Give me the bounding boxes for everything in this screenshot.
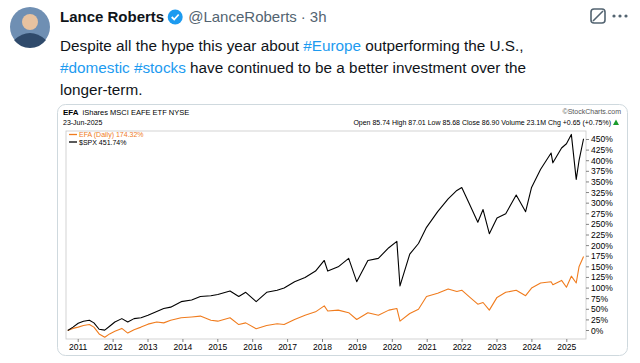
- y-tick-label: 400%: [591, 156, 613, 166]
- x-tick-label: 2024: [522, 342, 541, 352]
- y-tick: [586, 213, 589, 214]
- y-tick: [586, 181, 589, 182]
- x-tick-label: 2017: [278, 342, 297, 352]
- x-tick-label: 2021: [418, 342, 437, 352]
- y-tick: [586, 288, 589, 289]
- y-tick-label: 450%: [591, 134, 613, 144]
- chart-date: 23-Jun-2025: [63, 119, 102, 126]
- post-text: have continued to be a better investment…: [186, 59, 526, 76]
- post-text-line: longer-term.: [60, 81, 142, 98]
- stage: Lance Roberts @LanceRoberts·3h Despite all…: [0, 0, 640, 363]
- y-tick: [586, 330, 589, 331]
- y-tick: [586, 192, 589, 193]
- menu-dot: [612, 14, 615, 17]
- menu-dot: [624, 14, 627, 17]
- plot-area: [68, 134, 584, 337]
- y-tick: [586, 277, 589, 278]
- hashtag[interactable]: #stocks: [134, 59, 186, 76]
- y-tick: [586, 256, 589, 257]
- avatar: [10, 7, 50, 48]
- y-tick-label: 350%: [591, 177, 613, 187]
- chart-card: [58, 105, 628, 356]
- x-tick-label: 2022: [453, 342, 472, 352]
- y-tick: [586, 309, 589, 310]
- author-name: Lance Roberts: [60, 8, 164, 25]
- y-tick-label: 50%: [591, 304, 608, 314]
- y-tick-label: 275%: [591, 209, 613, 219]
- x-tick-label: 2013: [139, 342, 158, 352]
- y-tick: [586, 235, 589, 236]
- post-text-line: #domestic #stocks have continued to be a…: [60, 59, 526, 76]
- background: [0, 0, 640, 363]
- x-tick-label: 2025: [557, 342, 576, 352]
- series-line: [68, 257, 584, 338]
- x-tick-label: 2016: [243, 342, 262, 352]
- quote-line: Open 85.74 High 87.01 Low 85.68 Close 86…: [353, 119, 611, 127]
- x-tick-label: 2011: [69, 342, 88, 352]
- grok-slash: [593, 11, 603, 21]
- x-tick-label: 2018: [313, 342, 332, 352]
- y-tick-label: 425%: [591, 145, 613, 155]
- legend-swatch: [69, 134, 77, 135]
- x-tick-label: 2019: [348, 342, 367, 352]
- copyright: ©StockCharts.com: [563, 108, 622, 115]
- y-tick-label: 150%: [591, 262, 613, 272]
- post-text-line: Despite all the hype this year about #Eu…: [60, 37, 523, 54]
- legend-swatch: [69, 141, 77, 142]
- menu-dot: [618, 14, 621, 17]
- author-meta: @LanceRoberts·3h: [188, 8, 326, 25]
- x-tick-label: 2020: [383, 342, 402, 352]
- y-tick-label: 375%: [591, 166, 613, 176]
- y-tick-label: 75%: [591, 294, 608, 304]
- series-line: [68, 134, 584, 330]
- x-tick-label: 2023: [488, 342, 507, 352]
- meta-separator: ·: [301, 8, 306, 25]
- verified-badge: [168, 10, 183, 25]
- x-tick-label: 2012: [104, 342, 123, 352]
- x-tick-label: 2015: [208, 342, 227, 352]
- more-menu[interactable]: [612, 14, 627, 17]
- y-tick-label: 325%: [591, 188, 613, 198]
- avatar-head: [22, 14, 38, 30]
- y-tick-label: 300%: [591, 198, 613, 208]
- post-text: outperforming the U.S.,: [361, 37, 523, 54]
- y-tick-label: 175%: [591, 251, 613, 261]
- chart-title: EFA: [63, 108, 79, 117]
- plot-frame: [66, 131, 586, 339]
- y-tick-label: 200%: [591, 241, 613, 251]
- y-tick: [586, 150, 589, 151]
- up-arrow: [613, 120, 619, 126]
- chart-subtitle: iShares MSCI EAFE ETF NYSE: [83, 108, 190, 117]
- y-tick: [586, 203, 589, 204]
- author-handle: @LanceRoberts: [188, 8, 297, 25]
- verified-check: [172, 15, 179, 20]
- y-tick: [586, 160, 589, 161]
- y-tick: [586, 139, 589, 140]
- y-tick-label: 25%: [591, 315, 608, 325]
- y-tick: [586, 171, 589, 172]
- post-text: Despite all the hype this year about: [60, 37, 303, 54]
- post-time: 3h: [310, 8, 327, 25]
- y-tick-label: 0%: [591, 326, 604, 336]
- grok-box: [591, 9, 605, 23]
- y-tick-label: 125%: [591, 272, 613, 282]
- x-tick-label: 2014: [173, 342, 192, 352]
- legend-label: $SPX 451.74%: [79, 139, 126, 146]
- hashtag[interactable]: #domestic: [60, 59, 130, 76]
- grok-icon[interactable]: [591, 9, 605, 23]
- y-tick-label: 250%: [591, 219, 613, 229]
- y-tick: [586, 266, 589, 267]
- post-text: longer-term.: [60, 81, 142, 98]
- y-tick: [586, 319, 589, 320]
- avatar-circle: [10, 7, 50, 47]
- y-tick-label: 100%: [591, 283, 613, 293]
- y-tick: [586, 298, 589, 299]
- hashtag[interactable]: #Europe: [303, 37, 361, 54]
- y-tick-label: 225%: [591, 230, 613, 240]
- legend: EFA (Daily) 174.32%$SPX 451.74%: [69, 131, 144, 146]
- y-tick: [586, 245, 589, 246]
- y-tick: [586, 224, 589, 225]
- avatar-body: [14, 33, 46, 48]
